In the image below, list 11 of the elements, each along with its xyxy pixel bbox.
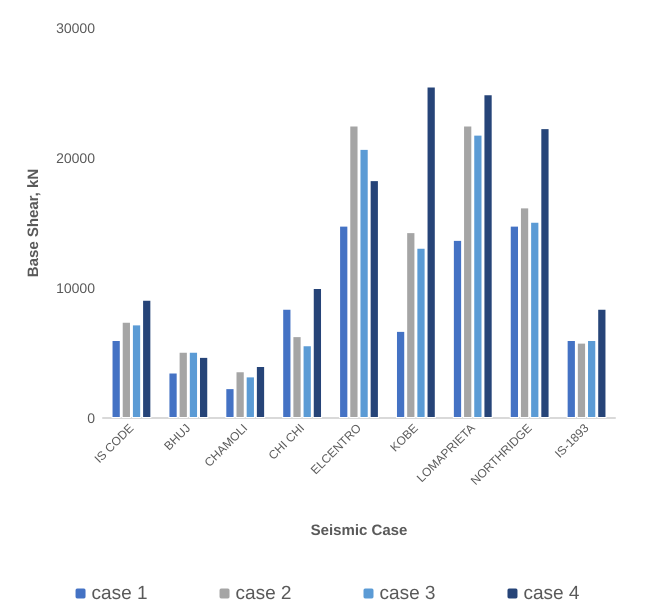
x-tick-label: CHI CHI (266, 421, 308, 462)
y-tick-label: 20000 (56, 150, 96, 166)
legend-label: case 3 (380, 583, 436, 604)
legend-label: case 4 (523, 583, 580, 604)
y-tick-label: 10000 (56, 280, 96, 296)
y-tick-label: 0 (87, 410, 96, 426)
y-axis-title: Base Shear, kN (25, 168, 42, 278)
legend-label: case 2 (236, 583, 292, 604)
x-axis-title: Seismic Case (310, 522, 408, 539)
legend-label: case 1 (92, 583, 148, 604)
y-tick-label: 30000 (56, 20, 96, 36)
